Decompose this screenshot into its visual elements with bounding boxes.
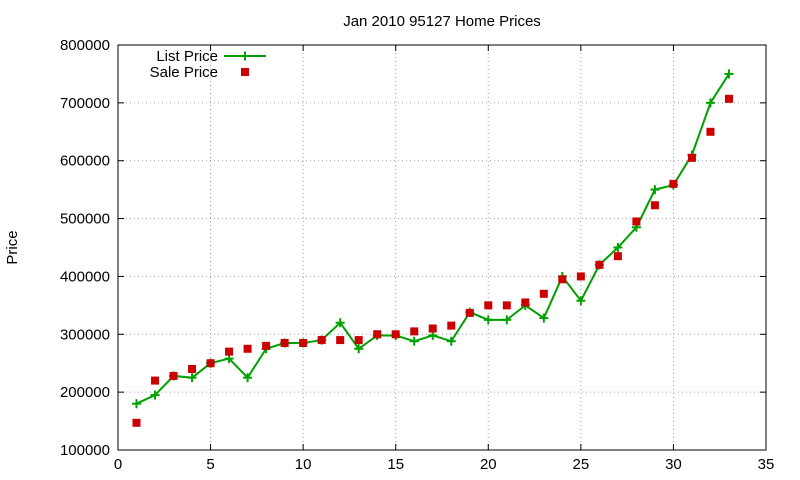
series-layer bbox=[132, 69, 734, 427]
chart-title: Jan 2010 95127 Home Prices bbox=[343, 13, 541, 30]
sale-price-marker bbox=[484, 301, 493, 310]
sale-price-marker bbox=[650, 201, 659, 210]
sale-price-marker bbox=[428, 324, 437, 333]
series-list-price bbox=[132, 69, 734, 409]
sale-price-marker bbox=[299, 338, 308, 347]
sale-price-marker bbox=[632, 217, 641, 226]
sale-price-marker bbox=[613, 252, 622, 261]
sale-price-marker bbox=[280, 338, 289, 347]
sale-price-marker bbox=[724, 94, 733, 103]
sale-price-marker bbox=[595, 260, 604, 269]
legend-marker bbox=[241, 68, 249, 76]
sale-price-marker bbox=[706, 127, 715, 136]
y-tick-label: 300000 bbox=[60, 326, 110, 343]
x-tick-label: 25 bbox=[573, 456, 590, 473]
list-price-marker bbox=[576, 296, 586, 306]
sale-price-marker bbox=[169, 371, 178, 380]
y-tick-label: 100000 bbox=[60, 442, 110, 459]
list-price-marker bbox=[335, 318, 345, 328]
list-price-marker bbox=[724, 69, 734, 79]
sale-price-marker bbox=[373, 330, 382, 339]
y-tick-label: 600000 bbox=[60, 153, 110, 170]
sale-price-marker bbox=[317, 336, 326, 345]
legend-label: Sale Price bbox=[150, 64, 218, 81]
list-price-marker bbox=[243, 373, 253, 383]
x-tick-label: 15 bbox=[387, 456, 404, 473]
sale-price-marker bbox=[539, 289, 548, 298]
sale-price-marker bbox=[336, 336, 345, 345]
sale-price-marker bbox=[225, 347, 234, 356]
x-tick-labels: 0 5 10 15 20 25 30 35 bbox=[114, 456, 775, 473]
sale-price-marker bbox=[151, 376, 160, 385]
list-price-marker bbox=[502, 315, 512, 325]
x-tick-label: 5 bbox=[206, 456, 214, 473]
sale-price-marker bbox=[262, 341, 271, 350]
sale-price-marker bbox=[188, 365, 197, 373]
y-tick-label: 400000 bbox=[60, 268, 110, 285]
sale-price-marker bbox=[391, 330, 400, 339]
grid bbox=[118, 45, 766, 450]
y-axis-label: Price bbox=[4, 230, 21, 264]
list-price-marker bbox=[613, 243, 623, 252]
x-tick-label: 30 bbox=[665, 456, 682, 473]
list-price-marker bbox=[539, 313, 549, 323]
x-tick-label: 10 bbox=[295, 456, 312, 473]
sale-price-marker bbox=[502, 301, 511, 310]
sale-price-marker bbox=[447, 321, 456, 330]
list-price-marker bbox=[446, 336, 456, 346]
sale-price-marker bbox=[132, 418, 141, 427]
sale-price-marker bbox=[669, 179, 678, 188]
sale-price-marker bbox=[354, 336, 363, 345]
sale-price-marker bbox=[521, 298, 530, 307]
legend-label: List Price bbox=[156, 48, 218, 65]
sale-price-marker bbox=[206, 359, 215, 368]
list-price-marker bbox=[409, 336, 419, 346]
list-price-marker bbox=[150, 390, 160, 400]
y-tick-label: 800000 bbox=[60, 37, 110, 54]
list-price-marker bbox=[354, 344, 364, 354]
list-price-marker bbox=[132, 399, 142, 409]
x-tick-label: 0 bbox=[114, 456, 122, 473]
sale-price-marker bbox=[558, 275, 567, 284]
x-tick-label: 20 bbox=[480, 456, 497, 473]
y-tick-label: 700000 bbox=[60, 95, 110, 112]
list-price-marker bbox=[187, 373, 197, 383]
list-price-marker bbox=[483, 315, 493, 325]
list-price-marker bbox=[705, 98, 715, 108]
y-tick-labels: 100000 200000 300000 400000 500000 600000 7000… bbox=[60, 37, 110, 459]
series-sale-price bbox=[132, 94, 733, 427]
list-price-marker bbox=[240, 51, 250, 61]
y-tick-label: 200000 bbox=[60, 384, 110, 401]
sale-price-marker bbox=[243, 344, 252, 353]
sale-price-marker bbox=[410, 327, 419, 336]
list-price-marker bbox=[650, 185, 660, 195]
x-tick-label: 35 bbox=[758, 456, 775, 473]
sale-price-marker bbox=[687, 153, 696, 162]
sale-price-marker bbox=[465, 308, 474, 317]
ticks bbox=[117, 44, 767, 451]
y-tick-label: 500000 bbox=[60, 211, 110, 228]
plot-frame bbox=[117, 44, 767, 451]
sale-price-marker bbox=[576, 272, 585, 281]
